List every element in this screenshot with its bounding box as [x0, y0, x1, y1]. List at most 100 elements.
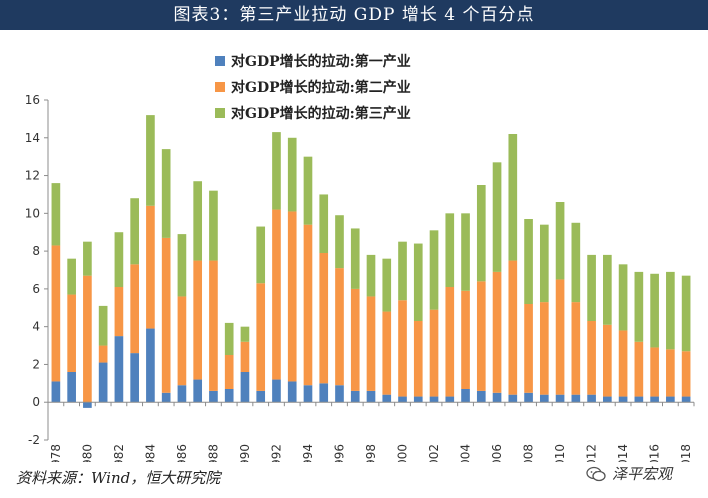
bar-1990-series-1 — [240, 372, 250, 403]
chart-title: 图表3：第三产业拉动 GDP 增长 4 个百分点 — [173, 5, 535, 25]
y-axis: -2 0 2 4 6 8 10 12 14 16 — [25, 93, 49, 447]
y-tick-label: 0 — [32, 395, 40, 409]
x-tick-label: 1992 — [269, 444, 283, 462]
legend-label-3: 对GDP增长的拉动:第三产业 — [231, 105, 411, 122]
bar-2010-series-2 — [555, 279, 565, 395]
bar-2011-series-2 — [571, 302, 581, 395]
bar-2017-series-2 — [666, 349, 675, 397]
bar-1986-series-2 — [177, 296, 187, 386]
bar-2005-series-1 — [476, 390, 486, 403]
bar-2004-series-1 — [461, 389, 470, 403]
bar-2002-series-2 — [429, 309, 439, 397]
bar-2013-series-3 — [603, 254, 612, 325]
watermark-text: 泽平宏观 — [612, 465, 673, 483]
bar-2016-series-3 — [650, 273, 659, 348]
bar-2007-series-1 — [508, 394, 518, 403]
y-tick-label: 4 — [32, 320, 40, 334]
x-tick-label: 1996 — [332, 444, 346, 462]
x-tick-label: 1994 — [301, 444, 315, 462]
bar-2009-series-3 — [539, 224, 549, 303]
x-tick-label: 2006 — [490, 444, 504, 462]
bar-1981-series-3 — [98, 305, 108, 346]
bar-2011-series-1 — [571, 394, 581, 403]
y-tick-label: 6 — [32, 282, 40, 296]
bar-1989-series-2 — [224, 355, 234, 389]
bar-1982-series-1 — [114, 336, 124, 403]
bar-2003-series-1 — [445, 396, 455, 403]
x-tick-label: 1998 — [364, 444, 378, 462]
bar-1997-series-3 — [350, 228, 360, 289]
bar-2007-series-3 — [508, 134, 518, 261]
chart-title-bar: 图表3：第三产业拉动 GDP 增长 4 个百分点 — [0, 0, 708, 30]
bar-1988-series-2 — [209, 260, 218, 391]
bar-2001-series-2 — [413, 321, 423, 397]
y-tick-label: 16 — [25, 93, 40, 107]
bar-2017-series-3 — [666, 271, 675, 350]
bar-2017-series-1 — [666, 396, 675, 403]
x-axis: 1978 1980 1982 1984 1986 1988 1990 1992 1994 1996… — [48, 401, 695, 462]
bar-1993-series-1 — [287, 381, 297, 403]
x-tick-label: 1984 — [143, 444, 157, 462]
legend-swatch-2 — [215, 82, 225, 92]
bar-1996-series-3 — [335, 215, 344, 269]
y-tick-label: 12 — [25, 169, 40, 183]
bar-2006-series-3 — [492, 162, 502, 272]
bar-1991-series-1 — [256, 390, 266, 403]
bar-2012-series-2 — [587, 321, 596, 395]
bar-2000-series-2 — [398, 300, 407, 397]
legend-label-1: 对GDP增长的拉动:第一产业 — [231, 53, 411, 70]
x-tick-label: 1980 — [80, 444, 94, 462]
bar-2008-series-2 — [524, 304, 533, 393]
bar-1982-series-3 — [114, 232, 124, 287]
bar-2002-series-1 — [429, 396, 439, 403]
y-tick-label: 10 — [25, 206, 40, 220]
x-tick-label: 2018 — [679, 444, 693, 462]
bar-2014-series-2 — [618, 330, 628, 397]
bar-2016-series-1 — [650, 396, 659, 403]
legend-label-2: 对GDP增长的拉动:第二产业 — [231, 79, 411, 96]
bar-2018-series-3 — [681, 275, 691, 352]
bar-2016-series-2 — [650, 347, 659, 397]
source-note: 资料来源：Wind，恒大研究院 — [16, 469, 221, 487]
bar-1996-series-1 — [335, 385, 344, 403]
bar-1994-series-3 — [303, 156, 313, 225]
bar-2014-series-3 — [618, 264, 628, 331]
bar-2001-series-1 — [413, 396, 423, 403]
bar-1994-series-2 — [303, 224, 313, 386]
bar-1998-series-1 — [366, 390, 376, 403]
bar-2015-series-2 — [634, 341, 644, 397]
bar-2001-series-3 — [413, 243, 423, 321]
bar-1984-series-3 — [146, 115, 155, 206]
bar-1980-series-3 — [83, 241, 92, 276]
x-tick-label: 2000 — [396, 444, 410, 462]
x-tick-label: 2008 — [522, 444, 536, 462]
bar-2008-series-1 — [524, 392, 533, 403]
bar-2011-series-3 — [571, 222, 581, 303]
bar-2012-series-1 — [587, 394, 596, 403]
bar-2014-series-1 — [618, 396, 628, 403]
bar-1980-series-1 — [83, 402, 92, 408]
bar-2008-series-3 — [524, 219, 533, 304]
bar-2006-series-2 — [492, 271, 502, 393]
bar-1989-series-1 — [224, 389, 234, 403]
bar-1983-series-2 — [130, 264, 139, 354]
bar-2013-series-1 — [603, 396, 612, 403]
bar-1979-series-1 — [67, 372, 76, 403]
x-tick-label: 2014 — [616, 444, 630, 462]
bar-1986-series-1 — [177, 385, 187, 403]
bar-1985-series-1 — [161, 392, 171, 403]
bar-1978-series-3 — [51, 183, 61, 246]
bar-1998-series-2 — [366, 296, 376, 391]
bar-1981-series-1 — [98, 362, 108, 403]
y-tick-label: 8 — [32, 244, 40, 258]
bar-2012-series-3 — [587, 254, 596, 321]
bar-1987-series-2 — [193, 260, 203, 380]
watermark: 泽平宏观 — [586, 463, 672, 484]
x-tick-label: 2012 — [585, 444, 599, 462]
bar-2006-series-1 — [492, 392, 502, 403]
bar-1983-series-3 — [130, 198, 139, 265]
bar-1992-series-1 — [272, 379, 281, 403]
bar-2010-series-1 — [555, 394, 565, 403]
bar-1978-series-1 — [51, 381, 61, 403]
y-tick-label: -2 — [28, 433, 40, 447]
